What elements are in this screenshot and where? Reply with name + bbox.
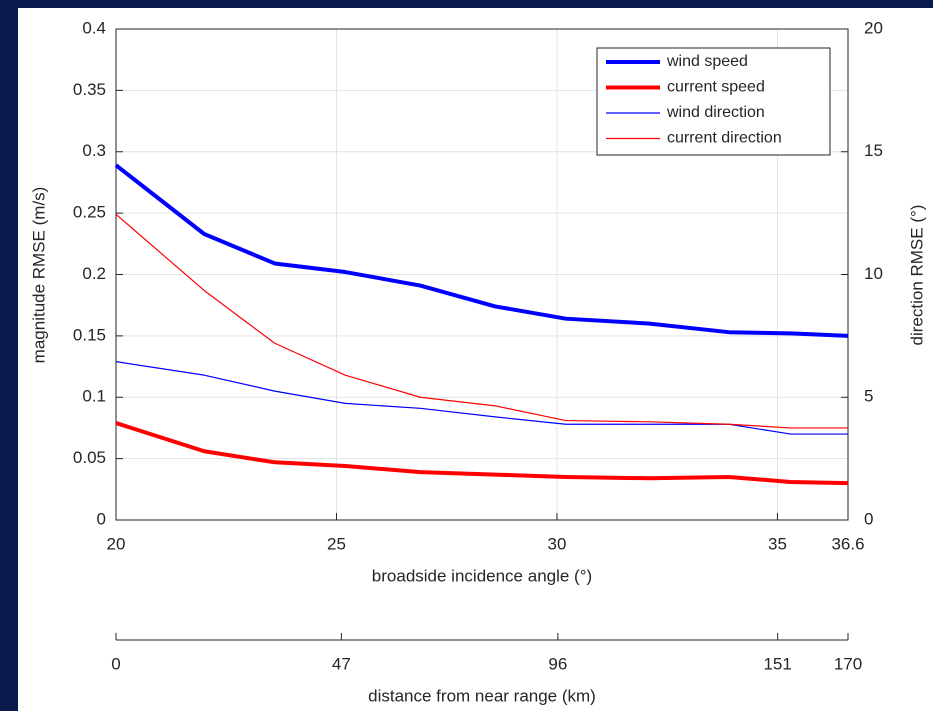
series-line [115, 213, 848, 429]
y-tick-label: 0.4 [82, 18, 106, 37]
x2-tick-label: 151 [763, 654, 791, 673]
x-tick-label: 25 [327, 534, 346, 553]
legend-label: current direction [667, 130, 782, 147]
x2-tick-label: 47 [332, 654, 351, 673]
x-tick-label: 20 [107, 534, 126, 553]
x2-tick-label: 170 [834, 654, 862, 673]
x2-axis-label: distance from near range (km) [368, 686, 596, 705]
series-line [114, 163, 849, 338]
y2-tick-label: 5 [864, 387, 873, 406]
y2-axis-label: direction RMSE (°) [907, 205, 926, 346]
y2-tick-label: 15 [864, 141, 883, 160]
x2-tick-label: 0 [111, 654, 120, 673]
y-axis-label: magnitude RMSE (m/s) [29, 187, 48, 364]
legend-box [596, 47, 831, 156]
y2-tick-label: 10 [864, 264, 883, 283]
x-tick-label: 30 [548, 534, 567, 553]
y-tick-label: 0.15 [73, 325, 106, 344]
x-axis-label: broadside incidence angle (°) [372, 566, 592, 585]
x-tick-label: 36.6 [831, 534, 864, 553]
y2-tick-label: 0 [864, 509, 873, 528]
y-tick-label: 0.3 [82, 141, 106, 160]
y-tick-label: 0.35 [73, 80, 106, 99]
x2-tick-label: 96 [548, 654, 567, 673]
legend-label: wind speed [666, 53, 748, 70]
series-line [115, 421, 849, 486]
y-tick-label: 0.25 [73, 203, 106, 222]
x-tick-label: 35 [768, 534, 787, 553]
legend-label: current speed [667, 79, 765, 96]
y2-tick-label: 20 [864, 18, 883, 37]
y-tick-label: 0.05 [73, 448, 106, 467]
y-tick-label: 0.2 [82, 264, 106, 283]
legend-label: wind direction [666, 104, 765, 121]
plot-frame [115, 28, 849, 521]
series-line [115, 361, 848, 435]
y-tick-label: 0 [97, 509, 106, 528]
y-tick-label: 0.1 [82, 387, 106, 406]
